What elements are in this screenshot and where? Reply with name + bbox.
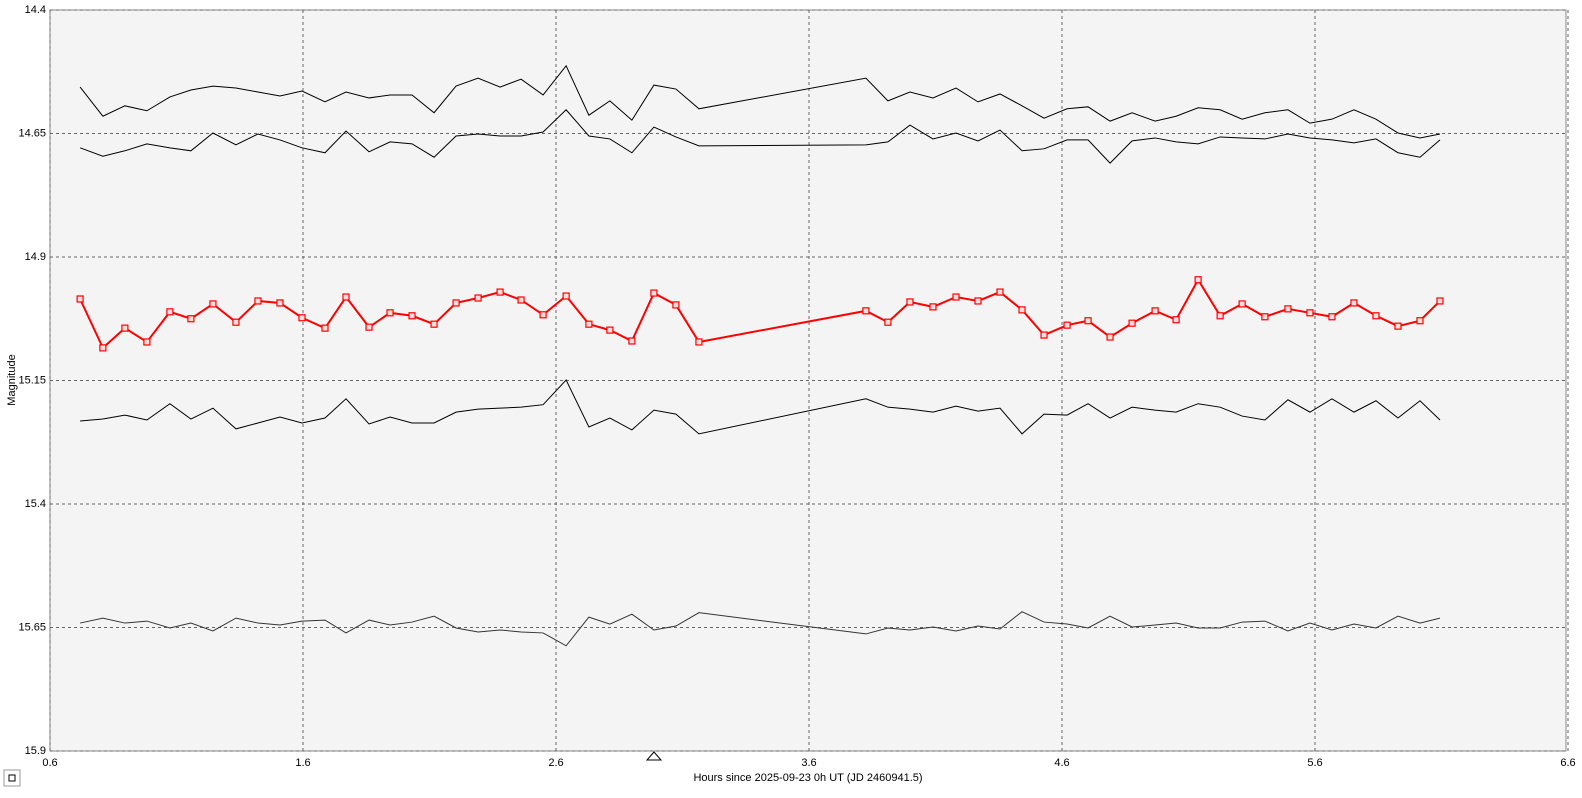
data-point <box>452 299 460 307</box>
data-point <box>650 289 658 297</box>
data-point <box>1350 299 1358 307</box>
data-point <box>143 338 151 346</box>
data-point <box>1416 317 1424 325</box>
data-point <box>321 324 329 332</box>
data-point <box>254 297 262 305</box>
series-line <box>79 277 1441 350</box>
data-point <box>672 301 680 309</box>
data-point <box>1238 300 1246 308</box>
y-tick-label: 15.4 <box>25 498 46 510</box>
data-point <box>496 288 504 296</box>
x-tick-label: 5.6 <box>1307 757 1322 769</box>
series-layer <box>76 64 1444 647</box>
data-point <box>1216 312 1224 320</box>
data-point <box>1151 307 1159 315</box>
data-point <box>365 323 373 331</box>
data-point <box>1372 312 1380 320</box>
data-point <box>517 296 525 304</box>
data-point <box>232 318 240 326</box>
y-tick-label: 14.9 <box>25 251 46 263</box>
data-point <box>121 324 129 332</box>
data-point <box>1306 309 1314 317</box>
data-point <box>862 307 870 315</box>
y-tick-label: 15.15 <box>18 374 46 386</box>
data-point <box>1063 321 1071 329</box>
x-tick-label: 6.6 <box>1560 757 1575 769</box>
time-marker <box>645 751 663 761</box>
series-line <box>79 109 1441 164</box>
x-tick-label: 1.6 <box>295 757 310 769</box>
data-point <box>562 292 570 300</box>
data-point <box>99 344 107 352</box>
series-line <box>79 64 1441 139</box>
grid: 14.4 14.65 14.9 15.15 15.4 15.65 15.90.6 1.6 2.6… <box>18 4 1575 769</box>
data-point <box>1172 316 1180 324</box>
data-point <box>1128 319 1136 327</box>
data-point <box>386 309 394 317</box>
data-point <box>1194 276 1202 284</box>
toggle-button[interactable] <box>3 769 21 787</box>
data-point <box>1018 306 1026 314</box>
data-point <box>76 295 84 303</box>
data-point <box>952 293 960 301</box>
data-point <box>585 320 593 328</box>
data-point <box>628 337 636 345</box>
data-point <box>430 320 438 328</box>
data-point <box>1261 313 1269 321</box>
series-line <box>80 379 1441 435</box>
data-point <box>606 326 614 334</box>
toggle-icon <box>8 774 16 782</box>
data-point <box>974 297 982 305</box>
data-point <box>1436 297 1444 305</box>
x-axis-title: Hours since 2025-09-23 0h UT (JD 2460941… <box>693 772 922 784</box>
data-point <box>1040 331 1048 339</box>
x-tick-label: 0.6 <box>42 757 57 769</box>
data-point <box>1084 317 1092 325</box>
data-point <box>884 318 892 326</box>
data-point <box>276 299 284 307</box>
y-tick-label: 14.4 <box>25 4 46 16</box>
data-point <box>1106 333 1114 341</box>
y-axis-title: Magnitude <box>6 354 18 405</box>
data-point <box>342 293 350 301</box>
data-point <box>539 311 547 319</box>
data-point <box>1328 313 1336 321</box>
y-tick-label: 15.65 <box>18 621 46 633</box>
data-point <box>996 288 1004 296</box>
data-point <box>1284 305 1292 313</box>
data-point <box>408 312 416 320</box>
x-tick-label: 2.6 <box>548 757 563 769</box>
x-tick-label: 4.6 <box>1054 757 1069 769</box>
x-tick-label: 3.6 <box>801 757 816 769</box>
data-point <box>474 294 482 302</box>
data-point <box>187 315 195 323</box>
series-line <box>80 611 1441 647</box>
data-point <box>298 314 306 322</box>
data-point <box>209 300 217 308</box>
y-tick-label: 15.9 <box>25 745 46 757</box>
data-point <box>695 338 703 346</box>
data-point <box>906 298 914 306</box>
data-point <box>166 308 174 316</box>
data-point <box>929 303 937 311</box>
y-tick-label: 14.65 <box>18 127 46 139</box>
data-point <box>1394 322 1402 330</box>
